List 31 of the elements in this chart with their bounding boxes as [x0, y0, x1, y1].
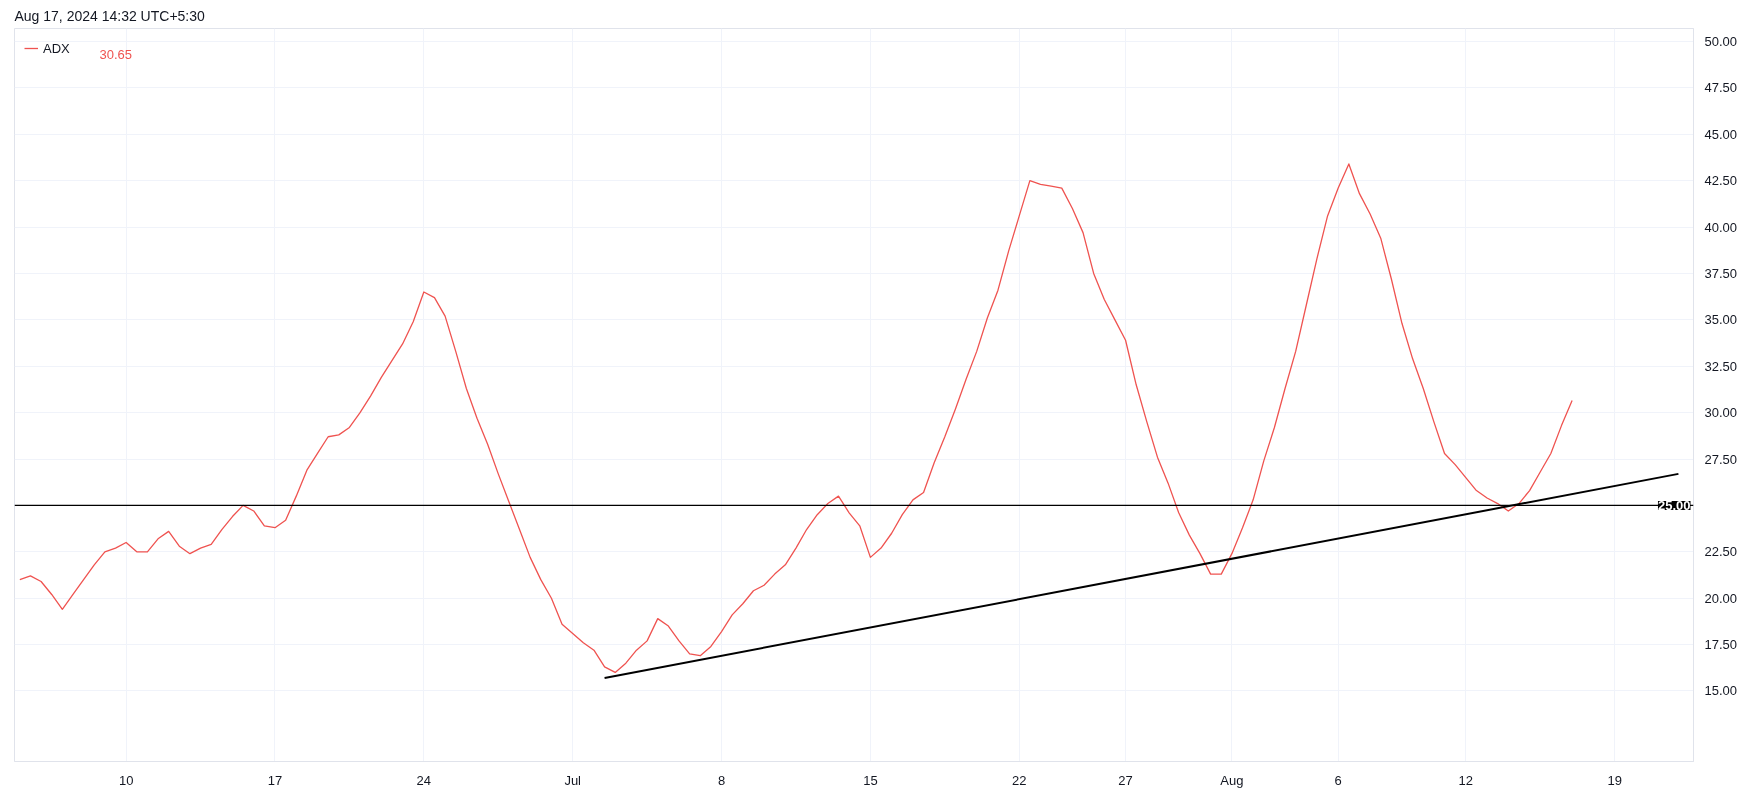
x-tick-label: Jul: [564, 772, 582, 788]
y-tick-label: 42.50: [1704, 173, 1738, 189]
annotation: 30.65: [99, 46, 133, 62]
x-tick-label: 6: [1334, 772, 1342, 788]
x-tick-label: 22: [1012, 772, 1027, 788]
x-tick-label: 8: [717, 772, 726, 788]
y-tick-label: 15.00: [1704, 683, 1738, 699]
y-tick-label: 40.00: [1704, 219, 1738, 235]
x-tick-label: 24: [416, 772, 432, 788]
y-tick-label: 37.50: [1704, 265, 1738, 281]
x-tick-label: 17: [267, 772, 283, 788]
x-tick-label: Aug: [1220, 772, 1244, 788]
x-tick-label: 15: [863, 772, 878, 788]
chart-title: Aug 17, 2024 14:32 UTC+5:30: [14, 7, 206, 24]
y-tick-label: 20.00: [1704, 590, 1738, 606]
y-tick-label: 45.00: [1704, 126, 1738, 142]
y-tick-label: 30.00: [1704, 405, 1738, 421]
x-tick-label: 10: [118, 772, 134, 788]
x-tick-label: 27: [1118, 772, 1133, 788]
ref-line-label: 25.00: [1657, 497, 1691, 513]
line-series: [19, 163, 1573, 674]
y-tick-label: 17.50: [1704, 637, 1738, 653]
y-tick-label: 35.00: [1704, 312, 1738, 328]
y-tick-label: 50.00: [1704, 33, 1738, 49]
y-tick-label: 22.50: [1704, 544, 1738, 560]
x-tick-label: 19: [1607, 772, 1622, 788]
y-tick-label: 32.50: [1704, 358, 1738, 374]
y-tick-label: 27.50: [1704, 451, 1738, 467]
x-tick-label: 12: [1458, 772, 1474, 788]
legend-label: ADX: [43, 40, 70, 56]
y-tick-label: 47.50: [1704, 80, 1738, 96]
